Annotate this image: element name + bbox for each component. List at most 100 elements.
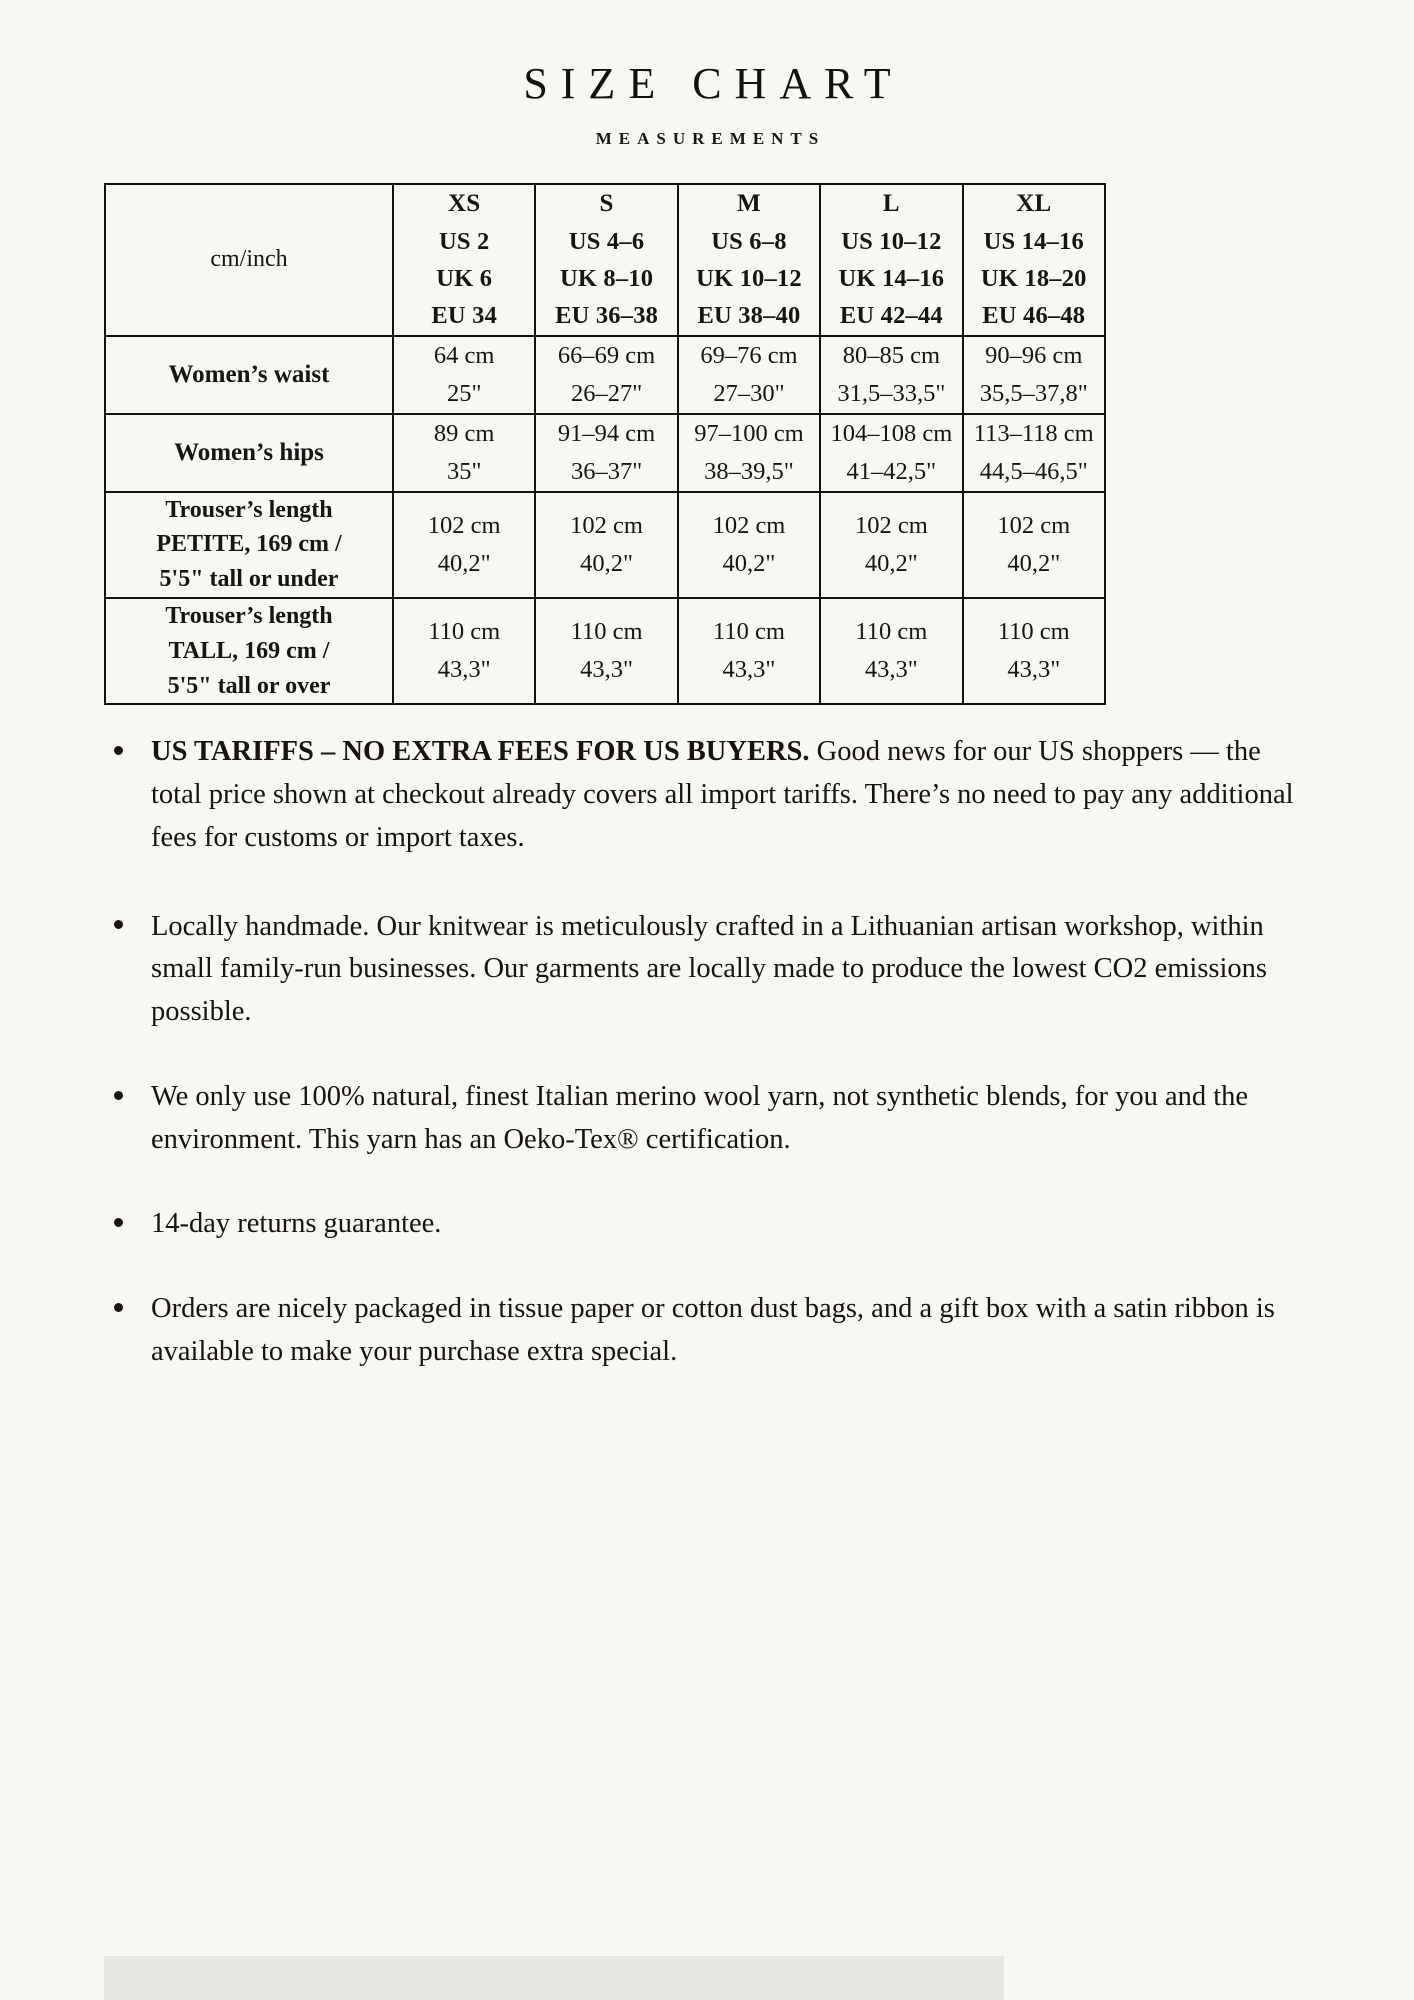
value-inch: 26–27" (570, 379, 643, 407)
size-name-xl: XL (1016, 190, 1052, 217)
value-cm: 89 cm (433, 419, 495, 447)
table-row: Trouser’s length PETITE, 169 cm / 5'5" t… (104, 490, 1106, 599)
row-label-line: 5'5" tall or over (167, 672, 331, 699)
row-label-trouser-petite: Trouser’s length PETITE, 169 cm / 5'5" t… (104, 490, 394, 599)
value-inch: 31,5–33,5" (837, 379, 946, 407)
column-header-xs: XS US 2 UK 6 EU 34 (391, 183, 537, 337)
list-item: 14-day returns guarantee. (104, 1203, 1306, 1246)
cell-tall-m: 110 cm 43,3" (676, 596, 822, 706)
value-inch: 44,5–46,5" (979, 457, 1088, 485)
row-label-line: Trouser’s length (165, 602, 333, 629)
value-inch: 40,2" (864, 549, 918, 577)
row-label-womens-hips: Women’s hips (104, 412, 394, 493)
cell-waist-xl: 90–96 cm 35,5–37,8" (961, 334, 1106, 415)
cell-hips-m: 97–100 cm 38–39,5" (676, 412, 822, 493)
value-cm: 110 cm (713, 618, 785, 646)
size-table: cm/inch XS US 2 UK 6 EU 34 S US 4–6 UK 8… (104, 183, 1106, 706)
value-inch: 43,3" (722, 656, 776, 684)
value-cm: 91–94 cm (557, 419, 656, 447)
note-body: 14-day returns guarantee. (151, 1208, 442, 1240)
row-label-line: Trouser’s length (165, 496, 333, 523)
row-label-line: TALL, 169 cm / (168, 637, 330, 664)
notes-list: US TARIFFS – NO EXTRA FEES FOR US BUYERS… (0, 731, 1414, 1373)
value-cm: 110 cm (855, 618, 928, 646)
size-uk-xl: UK 18–20 (980, 265, 1087, 293)
row-label-line: 5'5" tall or under (159, 566, 339, 593)
cell-hips-xs: 89 cm 35" (391, 412, 537, 493)
value-cm: 97–100 cm (694, 419, 804, 447)
value-inch: 43,3" (437, 656, 491, 684)
cell-waist-s: 66–69 cm 26–27" (534, 334, 679, 415)
table-header-row: cm/inch XS US 2 UK 6 EU 34 S US 4–6 UK 8… (104, 183, 1106, 337)
list-item: Orders are nicely packaged in tissue pap… (104, 1288, 1306, 1374)
value-cm: 102 cm (854, 511, 928, 539)
cell-petite-s: 102 cm 40,2" (534, 490, 679, 599)
column-header-l: L US 10–12 UK 14–16 EU 42–44 (819, 183, 964, 337)
table-body: Women’s waist 64 cm 25" 66–69 cm 26–27" … (104, 334, 1106, 706)
bullet-icon (114, 1090, 123, 1100)
value-inch: 40,2" (1007, 549, 1061, 577)
note-body: We only use 100% natural, finest Italian… (151, 1080, 1249, 1155)
value-cm: 102 cm (712, 511, 786, 539)
cell-waist-l: 80–85 cm 31,5–33,5" (819, 334, 964, 415)
value-cm: 66–69 cm (557, 341, 656, 369)
cell-petite-xl: 102 cm 40,2" (961, 490, 1106, 599)
value-inch: 35" (446, 457, 482, 485)
size-us-m: US 6–8 (711, 228, 787, 255)
bullet-icon (114, 746, 123, 756)
page-subtitle: MEASUREMENTS (595, 129, 826, 148)
table-row: Trouser’s length TALL, 169 cm / 5'5" tal… (104, 596, 1106, 706)
value-cm: 80–85 cm (842, 341, 941, 369)
value-inch: 35,5–37,8" (979, 379, 1088, 407)
value-inch: 43,3" (580, 656, 634, 684)
cell-waist-xs: 64 cm 25" (391, 334, 537, 415)
size-uk-xs: UK 6 (436, 265, 493, 293)
note-body: Locally handmade. Our knitwear is meticu… (151, 910, 1268, 1028)
value-inch: 36–37" (570, 457, 643, 485)
size-us-xs: US 2 (438, 228, 490, 255)
size-name-xs: XS (448, 190, 481, 217)
value-inch: 40,2" (722, 549, 776, 577)
row-label-line: PETITE, 169 cm / (156, 531, 342, 558)
cell-petite-xs: 102 cm 40,2" (391, 490, 537, 599)
value-cm: 110 cm (570, 618, 643, 646)
value-inch: 40,2" (437, 549, 491, 577)
value-cm: 102 cm (570, 511, 643, 539)
value-inch: 43,3" (864, 656, 918, 684)
cell-tall-xl: 110 cm 43,3" (961, 596, 1106, 706)
column-header-xl: XL US 14–16 UK 18–20 EU 46–48 (961, 183, 1106, 337)
cell-tall-s: 110 cm 43,3" (534, 596, 679, 706)
cell-hips-xl: 113–118 cm 44,5–46,5" (961, 412, 1106, 493)
note-body: Orders are nicely packaged in tissue pap… (151, 1293, 1275, 1367)
page-title: SIZE CHART (523, 59, 904, 108)
value-cm: 102 cm (427, 511, 501, 539)
value-inch: 25" (446, 379, 482, 407)
table-header: cm/inch XS US 2 UK 6 EU 34 S US 4–6 UK 8… (104, 183, 1106, 337)
cell-tall-xs: 110 cm 43,3" (391, 596, 537, 706)
size-eu-xs: EU 34 (431, 302, 498, 330)
value-inch: 40,2" (580, 549, 634, 577)
size-uk-s: UK 8–10 (559, 265, 654, 293)
value-cm: 102 cm (997, 511, 1071, 539)
size-eu-m: EU 38–40 (697, 302, 801, 330)
size-us-xl: US 14–16 (983, 228, 1084, 255)
size-eu-s: EU 36–38 (555, 302, 659, 330)
bullet-icon (114, 1218, 123, 1228)
row-label-womens-waist: Women’s waist (104, 334, 394, 415)
value-cm: 90–96 cm (985, 341, 1083, 369)
value-cm: 113–118 cm (973, 419, 1094, 447)
size-us-s: US 4–6 (568, 228, 645, 255)
list-item: Locally handmade. Our knitwear is meticu… (104, 906, 1306, 1034)
cell-hips-s: 91–94 cm 36–37" (534, 412, 679, 493)
cell-petite-m: 102 cm 40,2" (676, 490, 822, 599)
list-item: We only use 100% natural, finest Italian… (104, 1076, 1306, 1162)
size-eu-l: EU 42–44 (839, 302, 943, 330)
bullet-icon (114, 920, 123, 930)
value-cm: 64 cm (433, 341, 495, 369)
cell-hips-l: 104–108 cm 41–42,5" (819, 412, 964, 493)
note-lead: US TARIFFS – NO EXTRA FEES FOR US BUYERS… (151, 736, 810, 768)
size-uk-m: UK 10–12 (696, 265, 802, 293)
list-item: US TARIFFS – NO EXTRA FEES FOR US BUYERS… (104, 731, 1306, 859)
value-inch: 41–42,5" (846, 457, 937, 485)
